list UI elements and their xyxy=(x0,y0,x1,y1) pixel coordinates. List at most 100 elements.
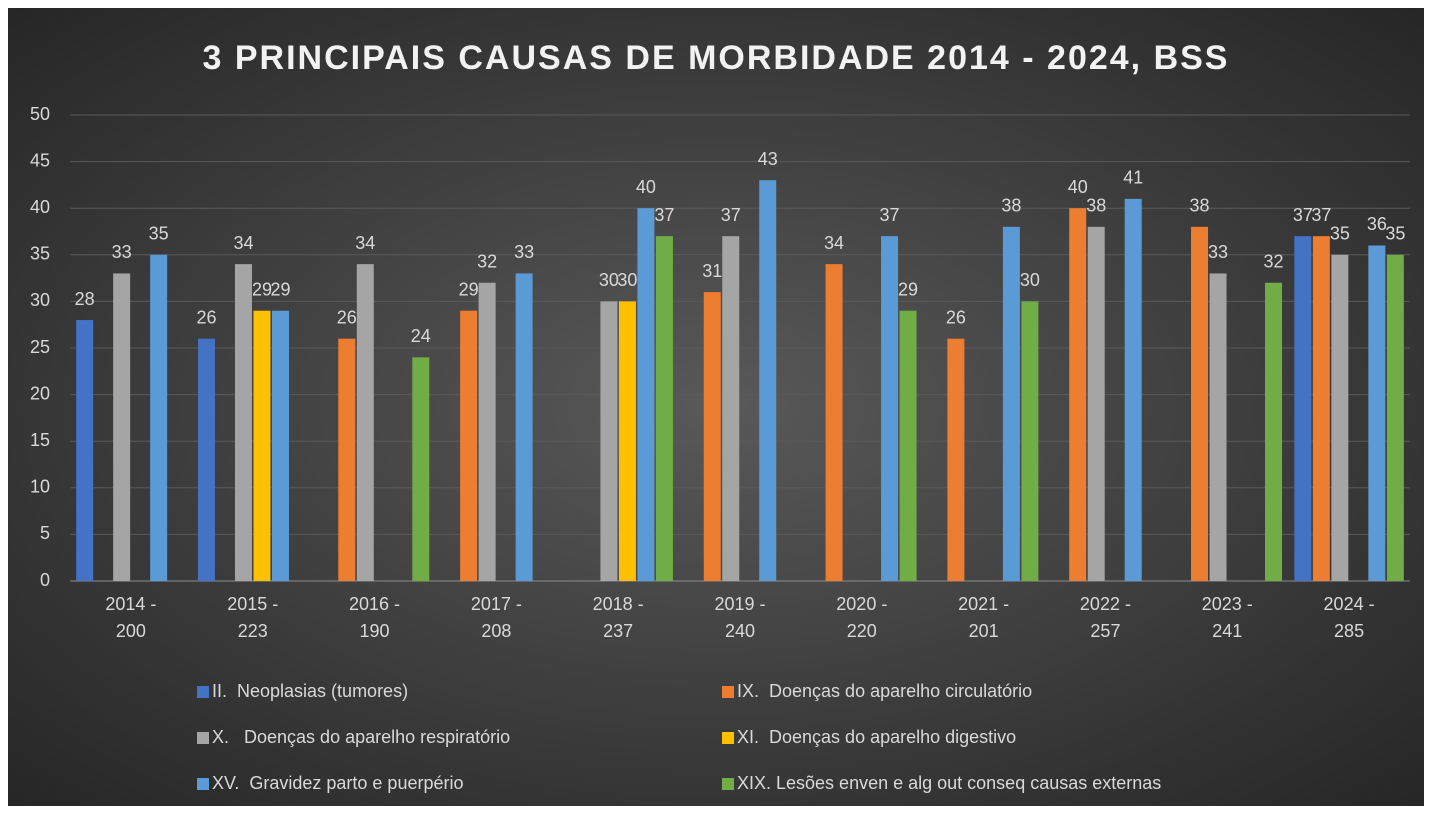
bar xyxy=(1124,198,1142,581)
legend-label: XI. Doenças do aparelho digestivo xyxy=(737,727,1016,747)
data-label: 26 xyxy=(196,307,216,327)
bar xyxy=(1069,208,1087,581)
data-label: 33 xyxy=(1208,242,1228,262)
data-label: 29 xyxy=(252,279,272,299)
data-label: 33 xyxy=(112,242,132,262)
y-tick-label: 5 xyxy=(40,523,50,543)
data-label: 28 xyxy=(75,289,95,309)
data-label: 29 xyxy=(898,279,918,299)
bar xyxy=(655,236,673,581)
bar xyxy=(899,310,917,581)
data-label: 34 xyxy=(824,233,844,253)
data-label: 37 xyxy=(654,205,674,225)
bar xyxy=(356,264,374,581)
data-label: 38 xyxy=(1001,196,1021,216)
y-tick-label: 50 xyxy=(30,104,50,124)
legend-label: XIX. Lesões enven e alg out conseq causa… xyxy=(737,773,1161,793)
data-label: 35 xyxy=(1385,224,1405,244)
data-label: 41 xyxy=(1123,168,1143,188)
data-label: 33 xyxy=(514,242,534,262)
x-tick-label: 2014 - 200 xyxy=(105,594,157,641)
bar xyxy=(618,301,636,581)
x-tick-label: 2023 - 241 xyxy=(1201,594,1253,641)
x-tick-label: 2022 - 257 xyxy=(1079,594,1131,641)
y-tick-label: 25 xyxy=(30,337,50,357)
x-tick-label: 2024 - 285 xyxy=(1323,594,1375,641)
x-tick-label: 2019 - 240 xyxy=(714,594,766,641)
data-label: 29 xyxy=(459,279,479,299)
legend-swatch xyxy=(722,686,734,698)
bar xyxy=(1191,226,1209,581)
bar xyxy=(150,254,168,582)
bar xyxy=(600,301,618,581)
x-tick-label: 2016 - 190 xyxy=(349,594,401,641)
bar xyxy=(1087,226,1105,581)
legend-label: IX. Doenças do aparelho circulatório xyxy=(737,681,1032,701)
legend-swatch xyxy=(722,778,734,790)
legend-swatch xyxy=(197,686,209,698)
data-label: 40 xyxy=(636,177,656,197)
legend-label: II. Neoplasias (tumores) xyxy=(212,681,408,701)
bar xyxy=(947,338,965,581)
data-label: 40 xyxy=(1068,177,1088,197)
bar xyxy=(1386,254,1404,582)
data-label: 30 xyxy=(617,270,637,290)
legend-swatch xyxy=(197,778,209,790)
legend-swatch xyxy=(722,732,734,744)
bar xyxy=(197,338,215,581)
x-tick-label: 2021 - 201 xyxy=(958,594,1010,641)
bar xyxy=(1294,236,1312,581)
y-tick-label: 35 xyxy=(30,244,50,264)
chart: 3 PRINCIPAIS CAUSAS DE MORBIDADE 2014 - … xyxy=(8,8,1424,806)
bar xyxy=(515,273,533,581)
legend-label: X. Doenças do aparelho respiratório xyxy=(212,727,510,747)
bar xyxy=(1312,236,1330,581)
y-tick-label: 30 xyxy=(30,290,50,310)
y-tick-label: 0 xyxy=(40,570,50,590)
data-label: 36 xyxy=(1367,214,1387,234)
data-label: 29 xyxy=(270,279,290,299)
bar xyxy=(412,357,430,581)
bar xyxy=(253,310,271,581)
bar xyxy=(113,273,131,581)
data-label: 32 xyxy=(477,252,497,272)
data-label: 30 xyxy=(1020,270,1040,290)
bar xyxy=(825,264,843,581)
bar xyxy=(1209,273,1227,581)
data-label: 34 xyxy=(233,233,253,253)
bar xyxy=(338,338,356,581)
data-label: 37 xyxy=(1293,205,1313,225)
bar xyxy=(1265,282,1283,581)
y-tick-label: 20 xyxy=(30,383,50,403)
data-label: 37 xyxy=(880,205,900,225)
x-tick-label: 2020 - 220 xyxy=(836,594,888,641)
chart-title: 3 PRINCIPAIS CAUSAS DE MORBIDADE 2014 - … xyxy=(203,39,1230,77)
legend-swatch xyxy=(197,732,209,744)
y-tick-label: 15 xyxy=(30,430,50,450)
bar xyxy=(1002,226,1020,581)
bar xyxy=(759,180,777,582)
y-tick-label: 45 xyxy=(30,150,50,170)
bar xyxy=(637,208,655,581)
data-label: 32 xyxy=(1264,252,1284,272)
chart-svg: 3 PRINCIPAIS CAUSAS DE MORBIDADE 2014 - … xyxy=(30,39,1410,793)
bar xyxy=(881,236,899,581)
bar xyxy=(703,292,721,581)
x-tick-label: 2015 - 223 xyxy=(227,594,279,641)
bar xyxy=(76,320,94,581)
bar xyxy=(722,236,740,581)
data-label: 35 xyxy=(149,224,169,244)
data-label: 24 xyxy=(411,326,431,346)
bar xyxy=(1368,245,1386,582)
data-label: 26 xyxy=(946,307,966,327)
bar xyxy=(478,282,496,581)
bar xyxy=(460,310,478,581)
x-tick-label: 2017 - 208 xyxy=(470,594,522,641)
data-label: 26 xyxy=(337,307,357,327)
data-label: 38 xyxy=(1086,196,1106,216)
data-label: 37 xyxy=(721,205,741,225)
data-label: 31 xyxy=(702,261,722,281)
y-tick-label: 40 xyxy=(30,197,50,217)
data-label: 34 xyxy=(355,233,375,253)
bar xyxy=(234,264,252,581)
